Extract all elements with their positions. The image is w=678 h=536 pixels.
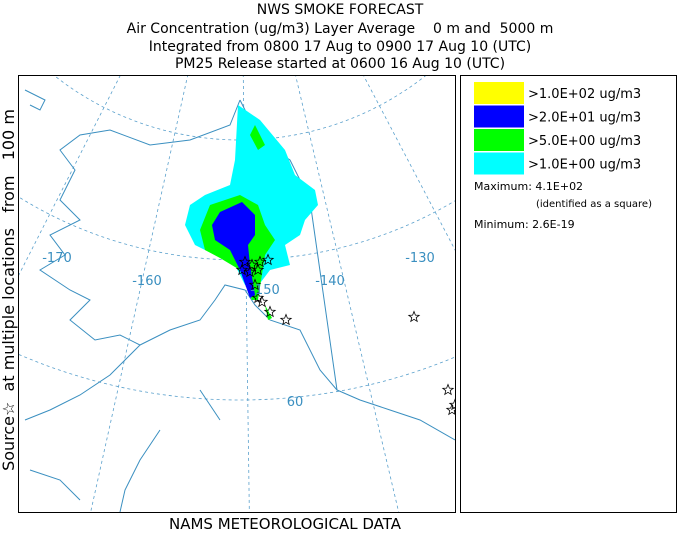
subtitle: Integrated from 0800 17 Aug to 0900 17 A… (149, 39, 532, 55)
legend-label: >5.0E+00 ug/m3 (528, 134, 641, 149)
side-label: Source☆ at multiple locations from 100 m (0, 109, 18, 471)
source-star (448, 398, 455, 411)
subtitle: Air Concentration (ug/m3) Layer Average … (127, 21, 554, 37)
source-star (248, 278, 262, 291)
legend-label: >2.0E+01 ug/m3 (528, 111, 641, 126)
legend-frame (460, 75, 677, 513)
map-label: 60 (287, 395, 304, 410)
map-label: -130 (405, 251, 435, 266)
source-star (251, 263, 265, 276)
legend-swatch (474, 105, 524, 128)
map-label: -150 (250, 283, 280, 298)
legend: >1.0E+02 ug/m3 >2.0E+01 ug/m3 >5.0E+00 ug/… (474, 82, 641, 175)
legend-label: >1.0E+02 ug/m3 (528, 87, 641, 102)
footer: NAMS METEOROLOGICAL DATA (169, 515, 402, 532)
subtitle: PM25 Release started at 0600 16 Aug 10 (… (175, 56, 505, 72)
max-label: Maximum: 4.1E+02 (474, 180, 583, 193)
source-star (238, 255, 252, 268)
source-star (279, 313, 293, 326)
source-markers (235, 253, 455, 416)
source-star (253, 255, 267, 268)
map-label: -140 (315, 274, 345, 289)
max-note: (identified as a square) (536, 199, 652, 210)
source-star (255, 295, 269, 308)
source-star (407, 310, 421, 323)
source-star (261, 253, 275, 266)
source-star (235, 263, 249, 276)
legend-label: >1.0E+00 ug/m3 (528, 158, 641, 173)
legend-swatch (474, 82, 524, 104)
source-star (441, 383, 455, 396)
map-frame (18, 75, 456, 513)
min-label: Minimum: 2.6E-19 (474, 218, 575, 231)
title: NWS SMOKE FORECAST (257, 2, 424, 18)
source-star (243, 265, 257, 278)
legend-swatch (474, 152, 524, 175)
source-star (245, 258, 259, 271)
legend-swatch (474, 129, 524, 151)
map-label: -160 (132, 274, 162, 289)
source-star (445, 403, 455, 416)
source-star (263, 305, 277, 318)
map-label: -170 (42, 251, 72, 266)
